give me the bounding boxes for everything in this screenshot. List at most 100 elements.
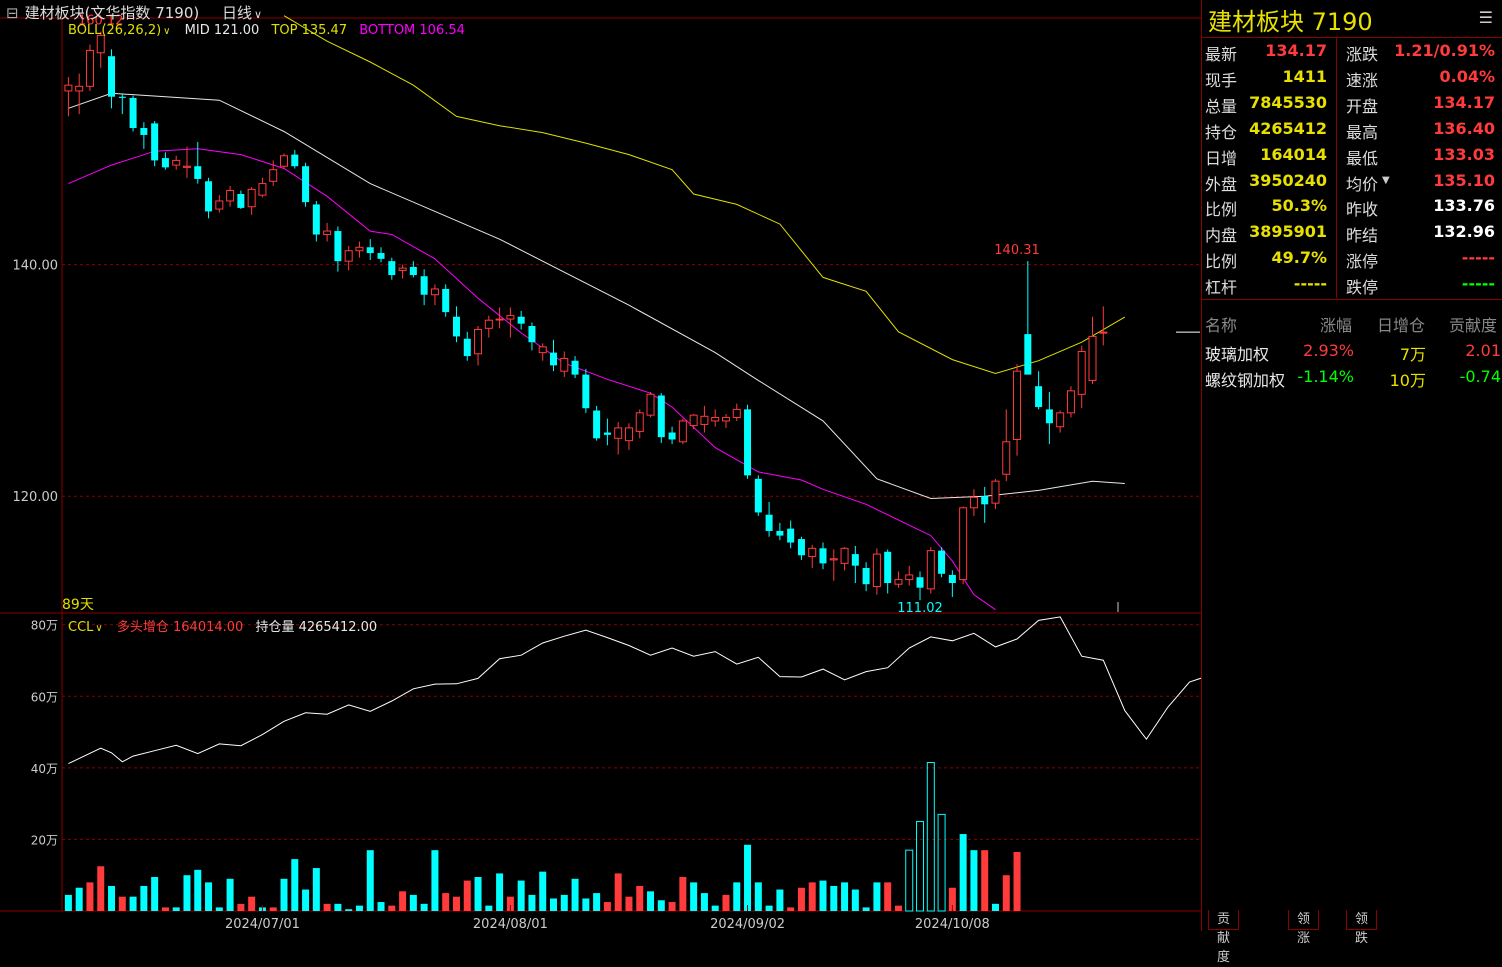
component-row[interactable]: 玻璃加权 2.93% 7万 2.01 [1202, 339, 1502, 365]
volume-bar [647, 891, 655, 911]
ccl-indicator-selector[interactable]: CCL ∨ [68, 620, 103, 635]
component-row[interactable]: 螺纹钢加权 -1.14% 10万 -0.74 [1202, 365, 1502, 391]
volume-bar [841, 882, 849, 911]
candle-body [323, 230, 332, 236]
candle-body [538, 346, 547, 354]
quote-label: 杠杆 [1205, 278, 1238, 298]
boll-indicator-selector[interactable]: BOLL(26,26,2) ∨ [68, 23, 171, 38]
quote-row: 比例 49.7% 涨停 ----- [1202, 245, 1502, 271]
volume-bar [700, 893, 708, 911]
volume-bar [366, 850, 374, 911]
chevron-down-icon: ∨ [254, 8, 263, 21]
volume-bar [172, 907, 180, 911]
candle-body [732, 408, 741, 418]
quote-value: ----- [1461, 274, 1495, 294]
volume-bar [830, 885, 838, 911]
candle-body [668, 432, 676, 440]
volume-bar [248, 896, 256, 911]
x-tick-label: 2024/07/01 [225, 917, 300, 931]
triangle-down-icon[interactable]: ▼ [1382, 174, 1390, 186]
chart-title: 建材板块(文华指数 7190) [24, 4, 200, 22]
ccl-long-label: 多头增仓 164014.00 [116, 620, 244, 635]
quote-value: ----- [1293, 274, 1327, 294]
candle-body [862, 568, 870, 585]
volume-bar [657, 900, 665, 911]
volume-bar [970, 850, 978, 911]
candle-body [517, 316, 525, 324]
chart-area[interactable]: 120.00 140.00 20万 40万 60万 80万 160.12 140.31 111.… [0, 0, 1201, 931]
volume-bar [905, 849, 914, 912]
candle-body [700, 415, 709, 425]
quote-label: 涨停 [1346, 252, 1379, 272]
candle-body [140, 128, 148, 135]
candle-body [463, 338, 471, 357]
x-tick-label: 2024/09/02 [710, 917, 785, 931]
quote-value: 136.40 [1433, 118, 1495, 138]
component-name: 玻璃加权 [1205, 345, 1270, 364]
mid-label: MID 121.00 [184, 23, 260, 38]
quote-label: 昨结 [1346, 226, 1379, 246]
quote-row: 杠杆 ----- 跌停 ----- [1202, 271, 1502, 297]
candle-body [851, 554, 859, 566]
quote-label: 内盘 [1205, 226, 1238, 246]
candle-body [1088, 335, 1097, 381]
period-selector[interactable]: 日线 ∨ [222, 4, 262, 22]
volume-bar [539, 871, 547, 911]
volume-bar [151, 877, 159, 911]
y-tick-label: 80万 [31, 619, 58, 633]
boll-bottom-line [68, 148, 996, 611]
quote-label: 跌停 [1346, 278, 1379, 298]
candle-body [474, 328, 483, 355]
candle-body [819, 548, 827, 564]
volume-bar [560, 894, 568, 911]
quote-value: 133.76 [1433, 196, 1495, 216]
candle-body [355, 246, 364, 252]
candle-body [797, 539, 805, 556]
candle-body [215, 200, 224, 210]
quote-label: 昨收 [1346, 200, 1379, 220]
open-interest-line [68, 616, 1201, 765]
tab-leaders-up[interactable]: 领涨 [1288, 910, 1320, 946]
price-annotation: 140.31 [994, 243, 1040, 258]
divider [1336, 38, 1337, 298]
price-annotation: 160.12 [78, 14, 124, 29]
volume-bar [571, 878, 579, 911]
quote-value: 135.10 [1433, 170, 1495, 190]
x-tick-label: 2024/10/08 [915, 917, 990, 931]
volume-bar [690, 882, 698, 911]
list-icon[interactable]: ☰ [1478, 8, 1493, 27]
candle-body [646, 393, 655, 416]
tab-contribution[interactable]: 贡献度 [1208, 910, 1240, 965]
candle-body [926, 550, 935, 590]
candle-body [593, 410, 601, 439]
y-tick-label: 140.00 [13, 259, 59, 274]
candle-body [829, 558, 838, 561]
volume-bar [722, 894, 730, 911]
tab-leaders-down[interactable]: 领跌 [1346, 910, 1378, 946]
volume-bar [334, 903, 342, 911]
col-header-change: 涨幅 [1320, 316, 1353, 335]
volume-bar [496, 873, 504, 911]
candle-body [981, 496, 989, 505]
candle-body [582, 374, 590, 409]
volume-bar [808, 882, 816, 911]
volume-bar [291, 859, 299, 911]
candle-body [118, 96, 126, 98]
top-label: TOP 135.47 [271, 23, 348, 38]
volume-bar [226, 878, 234, 911]
component-oi: 10万 [1389, 371, 1426, 390]
volume-bar [776, 889, 784, 911]
volume-bar [431, 850, 439, 911]
y-tick-label: 120.00 [13, 490, 59, 505]
quote-row: 总量 7845530 开盘 134.17 [1202, 90, 1502, 116]
quote-panel: 建材板块 7190 ☰ 最新 134.17 涨跌 1.21/0.91% 现手 1411 速涨… [1201, 0, 1502, 931]
volume-bar [991, 903, 999, 911]
chart-title-bar: ⊟ 建材板块(文华指数 7190) 日线 ∨ [6, 2, 262, 23]
chevron-down-icon: ∨ [163, 26, 171, 37]
quote-value: 1.21/0.91% [1394, 41, 1495, 60]
candle-body [312, 204, 320, 235]
volume-bar [550, 898, 557, 911]
y-tick-label: 60万 [31, 690, 58, 704]
candle-body [302, 166, 310, 203]
quote-label: 比例 [1205, 252, 1238, 272]
